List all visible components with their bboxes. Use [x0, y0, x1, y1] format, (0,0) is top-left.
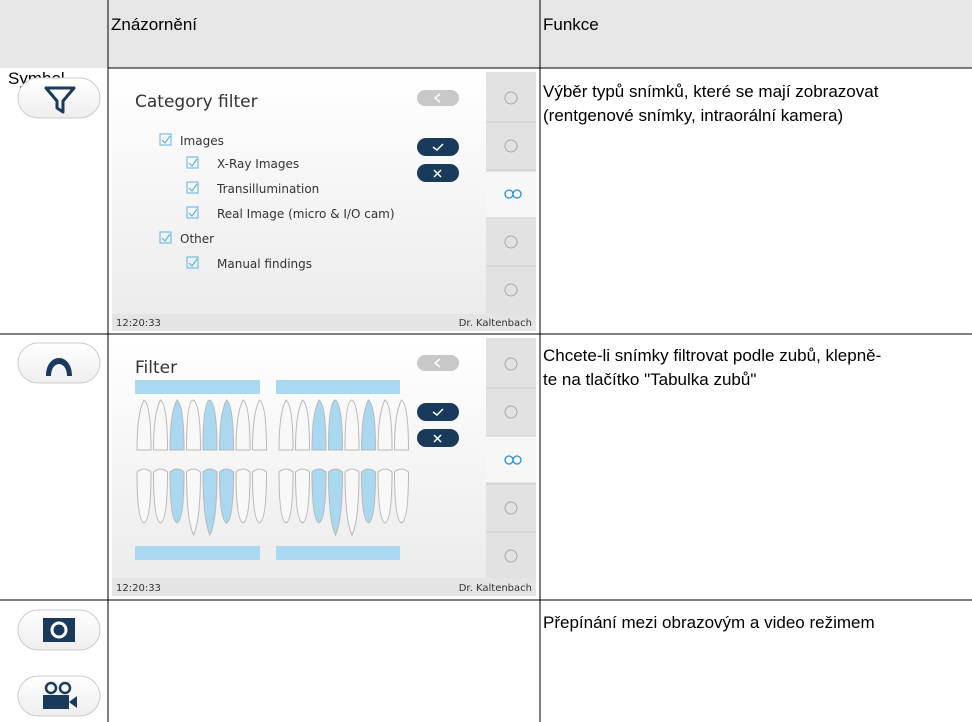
header-bg: [0, 0, 972, 68]
sidebar-icon: [504, 189, 522, 199]
checkbox: [159, 231, 172, 244]
tooth: [327, 468, 344, 537]
sidebar-icon: [504, 235, 518, 249]
checkmark: [161, 135, 171, 144]
checkmark: [188, 258, 198, 267]
tooth: [377, 399, 393, 451]
tooth: [235, 468, 251, 524]
filter-item: X-Ray Images: [217, 157, 299, 171]
function-text: Výběr typů snímků, které se mají zobrazo…: [543, 82, 879, 101]
screenshot: Category filter 12:20:33 Dr. Kaltenbach …: [112, 72, 536, 331]
tooth: [393, 399, 410, 451]
checkmark: [188, 208, 198, 217]
tooth: [185, 468, 202, 537]
checkbox: [186, 256, 199, 269]
tooth: [169, 399, 185, 451]
video-button: [17, 675, 101, 717]
filter-item: Transillumination: [216, 182, 319, 196]
checkbox: [186, 181, 199, 194]
tooth: [169, 468, 185, 524]
sidebar-icon: [504, 139, 518, 153]
column-header: Znázornění: [111, 15, 197, 34]
tooth: [360, 399, 377, 451]
tooth: [202, 468, 218, 537]
sidebar-icon: [504, 91, 518, 105]
checkbox: [159, 133, 172, 146]
filter-item: Manual findings: [217, 257, 312, 271]
tooth: [344, 468, 360, 537]
screen-time: 12:20:33: [116, 318, 161, 329]
screen-user: Dr. Kaltenbach: [459, 583, 532, 594]
tooth: [218, 399, 235, 451]
function-text: Chcete-li snímky filtrovat podle zubů, k…: [543, 346, 881, 365]
tooth: [152, 399, 169, 451]
checkmark: [188, 158, 198, 167]
sidebar-icon: [504, 357, 518, 371]
tooth: [360, 468, 377, 524]
filter-button: [17, 77, 101, 119]
tooth: [278, 468, 294, 524]
tooth: [377, 468, 393, 524]
tooth: [311, 468, 327, 524]
tooth: [185, 399, 202, 451]
tooth: [327, 399, 344, 451]
tooth: [294, 468, 311, 524]
screen-title: Filter: [135, 358, 177, 378]
tooth: [294, 399, 311, 451]
tooth: [235, 399, 251, 451]
checkbox: [186, 156, 199, 169]
sidebar-icon: [504, 501, 518, 515]
sidebar-icon: [504, 549, 518, 563]
filter-item: Other: [180, 232, 214, 246]
tooth: [251, 468, 268, 524]
tooth: [218, 468, 235, 524]
sidebar-icon: [504, 405, 518, 419]
tooth: [202, 399, 218, 451]
tooth: [278, 399, 294, 451]
function-text: te na tlačítko "Tabulka zubů": [543, 370, 756, 389]
filter-item: Real Image (micro & I/O cam): [217, 207, 395, 221]
checkmark: [188, 183, 198, 192]
tooth: [136, 468, 152, 524]
tooth-chart-button: [17, 342, 101, 384]
checkbox: [186, 206, 199, 219]
tooth: [251, 399, 268, 451]
sidebar-icon: [504, 283, 518, 297]
tooth: [393, 468, 410, 524]
checkmark: [161, 233, 171, 242]
filter-item: Images: [180, 134, 224, 148]
function-text: Přepínání mezi obrazovým a video režimem: [543, 613, 875, 632]
screen-user: Dr. Kaltenbach: [459, 318, 532, 329]
screen-time: 12:20:33: [116, 583, 161, 594]
sidebar-icon: [504, 455, 522, 465]
tooth: [136, 399, 152, 451]
tooth: [152, 468, 169, 524]
photo-button: [17, 609, 101, 651]
tooth: [311, 399, 327, 451]
screen-title: Category filter: [135, 92, 258, 112]
tooth: [344, 399, 360, 451]
column-header: Funkce: [543, 15, 599, 34]
function-text: (rentgenové snímky, intraorální kamera): [543, 106, 843, 125]
screenshot: Filter 12:20:33 Dr. Kaltenbach: [112, 338, 536, 596]
